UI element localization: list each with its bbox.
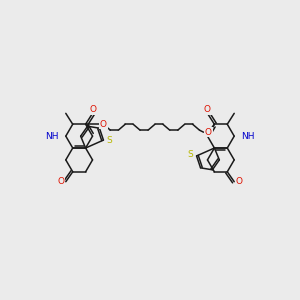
Text: O: O xyxy=(205,128,212,137)
Text: O: O xyxy=(57,177,64,186)
Text: NH: NH xyxy=(45,132,59,141)
Text: O: O xyxy=(205,128,212,137)
Text: O: O xyxy=(204,105,211,114)
Text: S: S xyxy=(106,136,112,145)
Text: O: O xyxy=(89,105,96,114)
Text: NH: NH xyxy=(241,132,255,141)
Text: O: O xyxy=(236,177,243,186)
Text: S: S xyxy=(188,151,194,160)
Text: O: O xyxy=(100,120,107,129)
